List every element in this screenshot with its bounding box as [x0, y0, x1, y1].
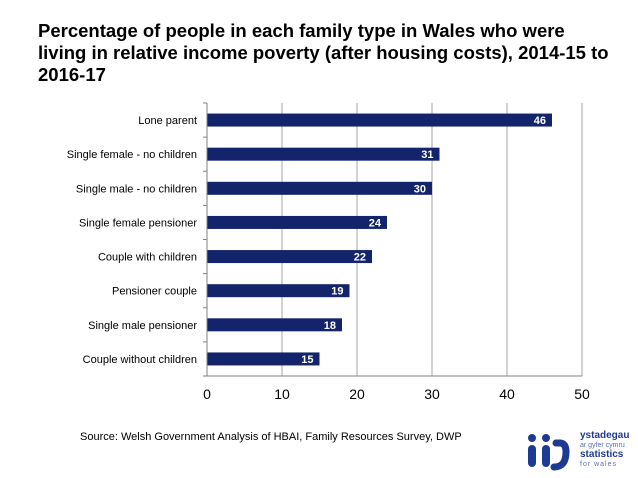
- bar: [207, 181, 432, 195]
- category-labels: Lone parent Single female - no children Si…: [67, 115, 198, 366]
- logo-text-statistics: statistics: [580, 449, 624, 460]
- x-tick-label: 10: [274, 386, 290, 402]
- gridlines: [281, 103, 583, 376]
- bar: [207, 113, 552, 127]
- source-note: Source: Welsh Government Analysis of HBA…: [80, 431, 462, 443]
- x-tick-label: 50: [574, 386, 590, 402]
- category-label: Single female pensioner: [79, 217, 197, 229]
- stats-wales-logo: ystadegau ar gyfer cymru statistics for …: [522, 430, 632, 474]
- x-tick-label: 0: [203, 386, 211, 402]
- bars: 46 31 30 24 22 19 18 15: [207, 113, 552, 366]
- logo-text-ar-gyfer-cymru: ar gyfer cymru: [580, 442, 625, 449]
- bar: [207, 352, 320, 366]
- category-label: Couple without children: [83, 354, 197, 366]
- bar: [207, 147, 440, 161]
- x-axis: 0 10 20 30 40 50: [203, 102, 590, 402]
- chart-title: Percentage of people in each family type…: [38, 20, 609, 85]
- bar-value-label: 24: [369, 217, 382, 229]
- category-label: Pensioner couple: [112, 286, 197, 298]
- bar: [207, 250, 372, 264]
- bar-value-label: 22: [354, 252, 366, 264]
- x-tick-label: 40: [499, 386, 515, 402]
- x-tick-label: 20: [349, 386, 365, 402]
- category-label: Single male - no children: [76, 183, 197, 195]
- category-label: Single male pensioner: [88, 320, 197, 332]
- bar: [207, 318, 342, 332]
- bar-value-label: 30: [414, 183, 426, 195]
- logo-text-for-wales: for wales: [580, 461, 618, 468]
- bar: [207, 215, 387, 229]
- bar-value-label: 31: [421, 149, 433, 161]
- category-label: Lone parent: [138, 115, 197, 127]
- logo-icon: [528, 434, 570, 471]
- bar-value-label: 46: [534, 115, 546, 127]
- category-label: Couple with children: [98, 252, 197, 264]
- logo-text-ystadegau: ystadegau: [580, 430, 630, 441]
- category-label: Single female - no children: [67, 149, 197, 161]
- x-tick-label: 30: [424, 386, 440, 402]
- bar: [207, 284, 350, 298]
- bar-value-label: 19: [331, 286, 343, 298]
- bar-value-label: 18: [324, 320, 336, 332]
- bar-value-label: 15: [301, 354, 313, 366]
- bar-chart: 46 31 30 24 22 19 18 15 Lone parent Single femal…: [67, 102, 590, 402]
